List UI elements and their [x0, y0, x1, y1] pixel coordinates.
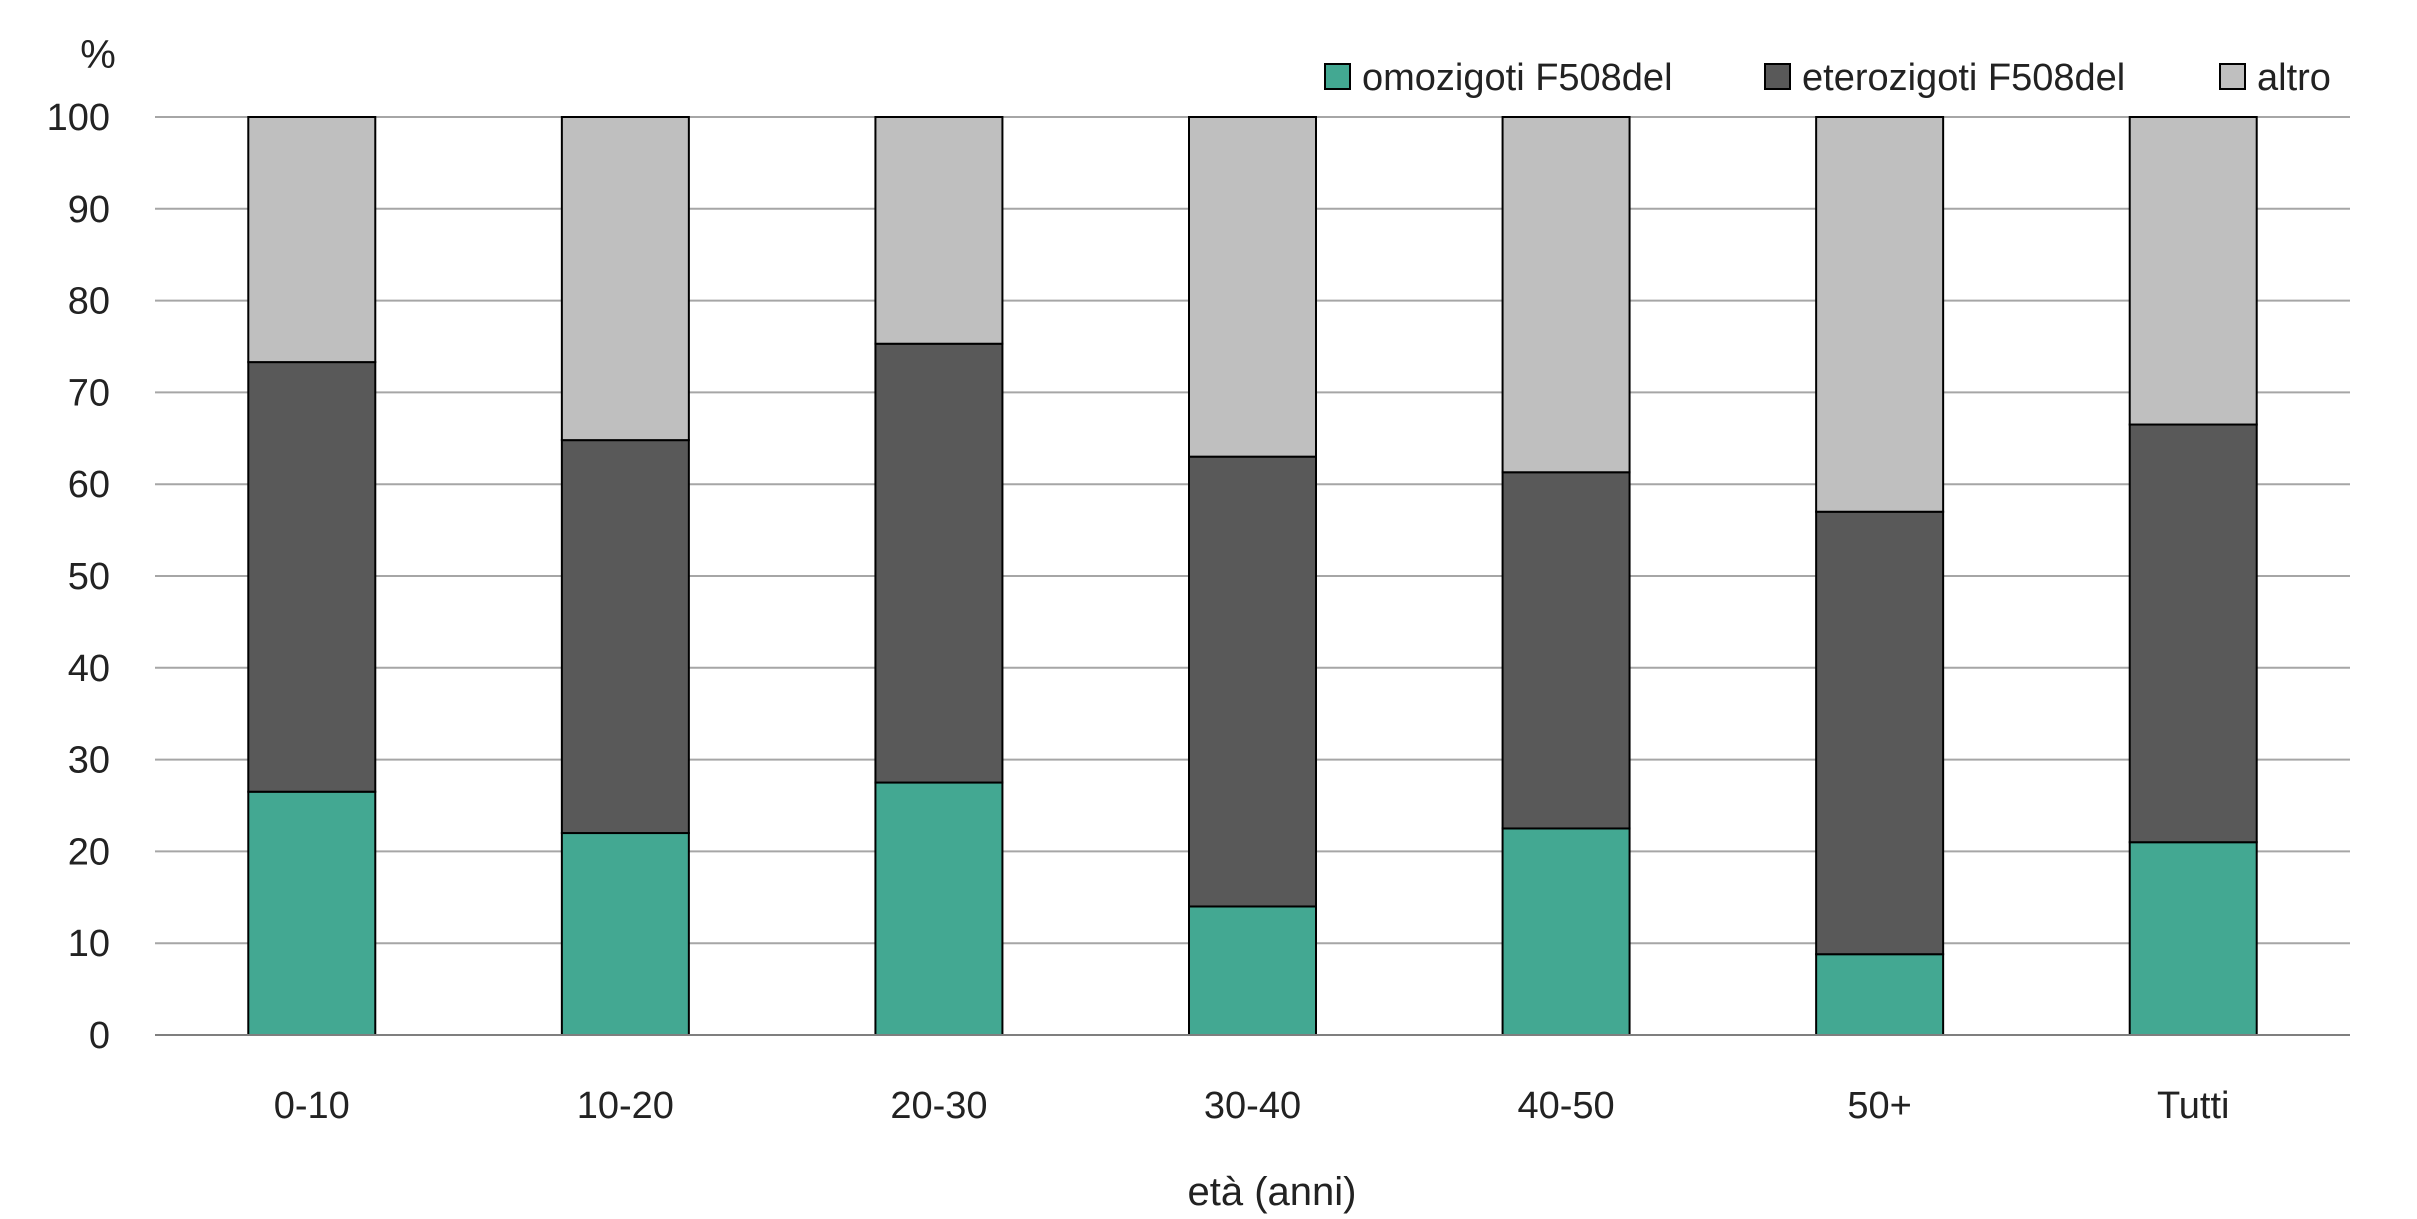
y-tick-label: 10 [68, 923, 110, 965]
y-tick-label: 20 [68, 831, 110, 873]
x-tick-label: 0-10 [274, 1085, 350, 1127]
bar-segment-2 [874, 342, 1004, 784]
x-tick-label: 50+ [1847, 1085, 1911, 1127]
bar-segment-1 [1501, 827, 1631, 1037]
legend: omozigoti F508del eterozigoti F508del altr… [1324, 57, 2331, 99]
x-tick-label: 20-30 [890, 1085, 987, 1127]
bar-segment-2 [1188, 455, 1317, 908]
bar-segment-1 [2128, 841, 2258, 1036]
y-axis-title: % [80, 33, 116, 77]
y-tick-label: 80 [68, 281, 110, 323]
bar-segment-2 [1815, 510, 1945, 956]
bar-segment-3 [2128, 116, 2258, 426]
legend-label: omozigoti F508del [1362, 57, 1673, 99]
y-tick-label: 90 [68, 189, 110, 231]
x-tick-label: 30-40 [1204, 1085, 1301, 1127]
bar-segment-3 [1501, 116, 1631, 474]
bar-segment-3 [1188, 116, 1317, 458]
bar-segment-1 [1815, 953, 1945, 1036]
y-tick-label: 30 [68, 740, 110, 782]
bar-segment-1 [247, 790, 377, 1036]
legend-swatch [2219, 63, 2246, 90]
x-tick-label: Tutti [2157, 1085, 2230, 1127]
bar-segment-2 [560, 439, 690, 835]
y-tick-label: 0 [89, 1015, 110, 1057]
x-axis-title: età (anni) [1188, 1170, 1357, 1214]
y-tick-label: 70 [68, 372, 110, 414]
bar-segment-3 [247, 116, 377, 364]
y-tick-label: 100 [47, 97, 110, 139]
bar-segment-1 [1188, 905, 1317, 1036]
legend-label: eterozigoti F508del [1802, 57, 2125, 99]
bar-segment-1 [874, 781, 1004, 1036]
x-axis-ticks: 0-10 10-20 20-30 30-40 40-50 50+ Tutti [274, 1085, 2230, 1127]
y-tick-label: 40 [68, 648, 110, 690]
x-tick-label: 10-20 [577, 1085, 674, 1127]
y-tick-label: 60 [68, 464, 110, 506]
bar-segment-3 [1815, 116, 1945, 513]
y-tick-label: 50 [68, 556, 110, 598]
bar-segment-1 [560, 832, 690, 1036]
bar-segment-2 [247, 361, 377, 793]
bar-segment-2 [2128, 423, 2258, 844]
bar-segment-3 [874, 116, 1004, 345]
bars [247, 116, 2258, 1037]
x-tick-label: 40-50 [1517, 1085, 1614, 1127]
bar-segment-2 [1501, 471, 1631, 830]
legend-swatch [1764, 63, 1791, 90]
legend-swatch [1324, 63, 1351, 90]
legend-label: altro [2257, 57, 2331, 99]
bar-segment-3 [560, 116, 690, 442]
y-axis-ticks: 0 10 20 30 40 50 60 70 80 90 100 [47, 97, 110, 1057]
